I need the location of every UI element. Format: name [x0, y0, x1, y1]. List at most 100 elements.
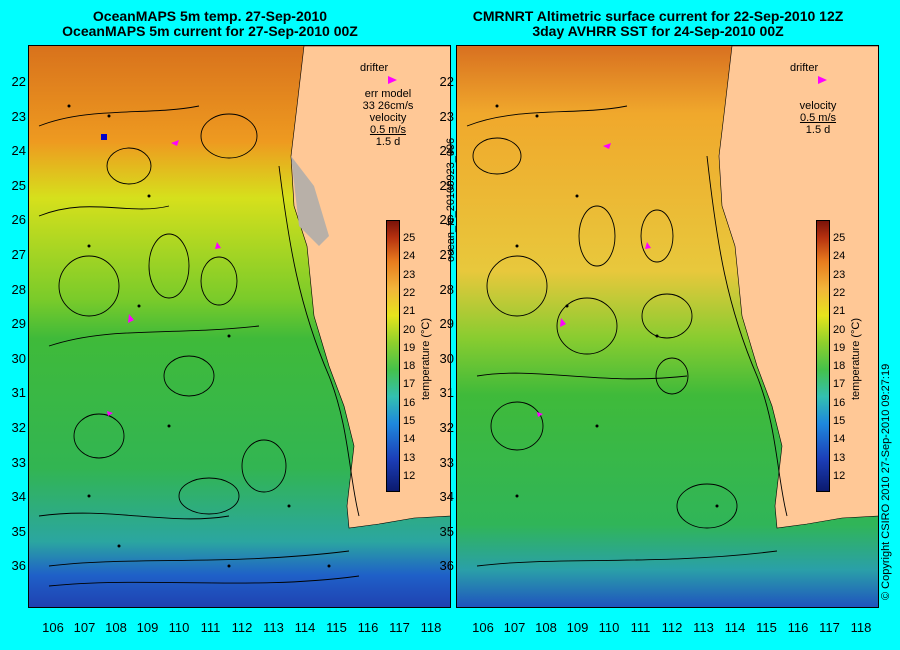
- velocity-scale: 0.5 m/s: [369, 124, 407, 136]
- velocity-label: velocity: [799, 100, 837, 112]
- latitude-tick-label: 27: [11, 247, 26, 262]
- velocity-arrows: [67, 104, 331, 568]
- island-grey: [291, 156, 329, 246]
- colorbar-tick-label: 20: [403, 323, 416, 336]
- latitude-tick-label: 22: [11, 74, 26, 89]
- drifter-markers: [107, 140, 221, 416]
- right-colorbar-label: temperature (°C): [850, 317, 862, 400]
- velocity-scale: 0.5 m/s: [799, 112, 837, 124]
- latitude-tick-label: 25: [11, 177, 26, 193]
- colorbar-tick-label: 14: [403, 433, 416, 446]
- left-colorbar: [386, 220, 400, 492]
- colorbar-tick-label: 19: [833, 341, 846, 354]
- longitude-tick-label: 109: [136, 620, 159, 635]
- latitude-tick-label: 32: [11, 420, 26, 435]
- left-legend: drifter err model 33 26cm/s velocity 0.5…: [360, 62, 416, 148]
- longitude-tick-label: 112: [231, 620, 253, 635]
- right-map-panel: [456, 45, 879, 608]
- land-area: [290, 46, 450, 529]
- longitude-tick-label: 111: [630, 620, 651, 635]
- right-title-line1: CMRNRT Altimetric surface current for 22…: [472, 8, 844, 24]
- colorbar-tick-label: 15: [833, 415, 846, 427]
- right-map-svg: [457, 46, 878, 607]
- latitude-tick-label: 30: [439, 350, 454, 366]
- longitude-tick-label: 115: [756, 620, 777, 635]
- latitude-tick-label: 34: [11, 489, 26, 505]
- latitude-tick-label: 33: [439, 454, 454, 470]
- right-colorbar: [816, 220, 830, 492]
- longitude-tick-label: 108: [105, 620, 127, 635]
- colorbar-tick-label: 25: [833, 232, 846, 244]
- err-model-label: err model: [364, 88, 412, 100]
- copyright-text: © Copyright CSIRO 2010 27-Sep-2010 09:27…: [880, 363, 892, 600]
- colorbar-tick-label: 21: [403, 305, 416, 318]
- colorbar-tick-label: 12: [833, 469, 846, 482]
- velocity-label: velocity: [369, 112, 407, 124]
- current-streamlines: [38, 105, 360, 587]
- longitude-tick-label: 118: [850, 620, 872, 635]
- right-panel-title: CMRNRT Altimetric surface current for 22…: [438, 9, 878, 39]
- latitude-tick-label: 26: [11, 212, 26, 228]
- longitude-tick-label: 106: [42, 620, 64, 635]
- current-streamlines: [466, 105, 788, 567]
- longitude-tick-label: 117: [389, 620, 410, 635]
- longitude-tick-label: 110: [168, 620, 190, 635]
- colorbar-tick-label: 24: [833, 250, 846, 263]
- colorbar-tick-label: 24: [403, 250, 416, 263]
- latitude-tick-label: 23: [11, 108, 26, 124]
- longitude-tick-label: 114: [724, 620, 746, 635]
- colorbar-tick-label: 20: [833, 323, 846, 336]
- latitude-tick-label: 29: [439, 316, 454, 332]
- colorbar-tick-label: 22: [833, 286, 846, 299]
- longitude-tick-label: 108: [535, 620, 557, 635]
- latitude-tick-label: 23: [439, 108, 454, 124]
- err-model-value: 33 26cm/s: [362, 100, 414, 112]
- velocity-days: 1.5 d: [805, 124, 831, 136]
- colorbar-tick-label: 18: [403, 360, 416, 373]
- latitude-tick-label: 27: [439, 247, 454, 262]
- colorbar-tick-label: 19: [403, 341, 416, 354]
- latitude-tick-label: 24: [11, 143, 26, 159]
- longitude-tick-label: 118: [420, 620, 442, 635]
- drifter-legend-icon: [388, 76, 397, 84]
- land-area: [718, 46, 878, 529]
- longitude-tick-label: 109: [566, 620, 589, 635]
- left-map-svg: [29, 46, 450, 607]
- latitude-tick-label: 35: [11, 523, 26, 539]
- latitude-tick-label: 31: [439, 385, 454, 401]
- latitude-tick-label: 36: [439, 558, 454, 574]
- velocity-arrows: [495, 104, 719, 508]
- colorbar-tick-label: 16: [833, 396, 846, 409]
- latitude-tick-label: 25: [439, 177, 454, 193]
- drifter-blue-marker: [101, 134, 107, 140]
- colorbar-tick-label: 23: [833, 268, 846, 281]
- latitude-tick-label: 30: [11, 350, 26, 366]
- right-legend: drifter velocity 0.5 m/s 1.5 d: [790, 62, 846, 136]
- colorbar-tick-label: 16: [403, 396, 416, 409]
- colorbar-tick-label: 13: [403, 451, 416, 464]
- latitude-tick-label: 26: [439, 212, 454, 228]
- longitude-tick-label: 112: [661, 620, 683, 635]
- colorbar-tick-label: 22: [403, 286, 416, 299]
- colorbar-tick-label: 12: [403, 469, 416, 482]
- colorbar-tick-label: 25: [403, 232, 416, 244]
- longitude-tick-label: 113: [693, 620, 714, 635]
- left-panel-title: OceanMAPS 5m temp. 27-Sep-2010 OceanMAPS…: [0, 9, 430, 39]
- longitude-tick-label: 117: [819, 620, 840, 635]
- colorbar-tick-label: 23: [403, 268, 416, 281]
- latitude-tick-label: 36: [11, 558, 26, 574]
- colorbar-tick-label: 17: [833, 378, 846, 391]
- longitude-tick-label: 110: [598, 620, 620, 635]
- drifter-legend-icon: [818, 76, 827, 84]
- longitude-tick-label: 107: [503, 620, 526, 635]
- latitude-tick-label: 29: [11, 316, 26, 332]
- latitude-tick-label: 32: [439, 420, 454, 435]
- latitude-tick-label: 22: [439, 74, 454, 89]
- left-map-panel: [28, 45, 451, 608]
- longitude-tick-label: 114: [294, 620, 316, 635]
- latitude-tick-label: 28: [439, 281, 454, 297]
- longitude-tick-label: 111: [200, 620, 221, 635]
- longitude-tick-label: 116: [787, 620, 809, 635]
- latitude-tick-label: 34: [439, 489, 454, 505]
- colorbar-tick-label: 15: [403, 415, 416, 427]
